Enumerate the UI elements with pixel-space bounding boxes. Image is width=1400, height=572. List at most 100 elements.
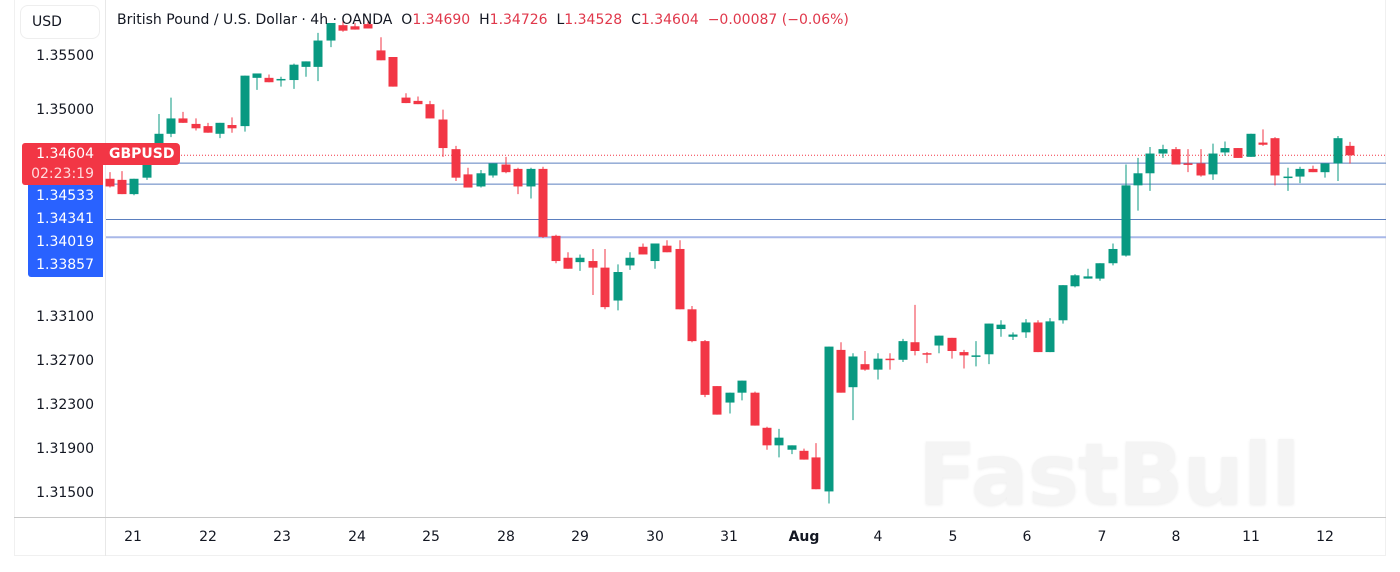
candle-down [959,352,969,356]
candle-down [388,57,398,87]
candle-up [1133,173,1143,186]
candle-down [638,246,648,255]
candle-down [811,457,821,490]
watermark-logo: FastBull [918,425,1301,525]
price-tick: 1.31900 [36,441,94,457]
candle-down [538,168,548,237]
candle-up [898,341,908,360]
time-tick: 8 [1171,529,1181,545]
candle-up [276,78,286,81]
time-tick: 30 [646,529,664,545]
candle-up [1108,248,1118,264]
candle-up [1220,148,1230,153]
candle-down [191,123,201,129]
candle-down [203,126,213,133]
candle-down [750,392,760,426]
level-tag: 1.34533 [28,185,103,208]
candle-up [301,61,311,67]
price-axis-separator [105,0,106,556]
candle-up [129,178,139,195]
currency-button[interactable]: USD [20,5,100,39]
candle-down [551,235,561,262]
candle-up [476,173,486,187]
close-value: 1.34604 [640,12,699,28]
time-tick: 21 [124,529,142,545]
candle-down [463,174,473,188]
candle-down [687,309,697,342]
candle-down [363,24,373,29]
symbol-legend: British Pound / U.S. Dollar · 4h · OANDA… [117,12,849,28]
candle-up [625,257,635,266]
candle-up [289,64,299,81]
candle-up [996,324,1006,330]
candle-down [910,342,920,351]
level-tag: 1.33857 [28,254,103,277]
time-tick-month: Aug [788,529,820,545]
time-tick: 11 [1242,529,1260,545]
candle-up [737,380,747,393]
candle-down [1258,142,1268,145]
candle-down [501,164,511,173]
candle-down [947,337,957,351]
candle-down [1270,138,1280,176]
candle-up [252,73,262,78]
current-price-tag: 1.34604 [22,143,103,164]
time-tick: 31 [720,529,738,545]
time-tick: 29 [571,529,589,545]
candle-up [1333,138,1343,164]
candle-up [613,272,623,301]
candle-down [1196,163,1206,176]
candle-down [401,97,411,104]
candle-up [1070,275,1080,287]
candle-up [650,243,660,262]
price-tick: 1.33100 [36,309,94,325]
candle-up [1283,176,1293,179]
symbol-title: British Pound / U.S. Dollar · 4h · OANDA [117,12,393,28]
candle-up [971,355,981,357]
candle-down [700,341,710,395]
candle-up [1145,153,1155,174]
candle-down [860,364,870,370]
candle-down [1308,168,1318,173]
change-value: −0.00087 (−0.06%) [707,12,849,28]
candle-down [338,25,348,31]
candle-down [563,257,573,269]
candle-up [1246,133,1256,157]
candle-up [166,118,176,134]
candle-down [438,119,448,149]
candle-up [873,358,883,370]
candle-down [885,358,895,361]
candle-up [1095,263,1105,279]
chart-frame [14,0,1386,556]
candle-down [117,179,127,195]
candle-down [762,427,772,446]
candle-down [712,386,722,415]
candle-down [513,168,523,187]
candle-down [588,261,598,268]
candle-up [1045,321,1055,353]
candle-down [799,450,809,460]
candle-up [1021,322,1031,333]
candle-down [376,50,386,61]
time-tick: 12 [1316,529,1334,545]
candle-up [1295,168,1305,177]
candle-up [824,346,834,492]
candle-down [600,267,610,308]
time-axis-separator [14,517,1386,518]
candle-down [1033,322,1043,353]
candle-down [1183,163,1193,165]
price-tick: 1.35500 [36,48,94,64]
candle-up [1320,163,1330,173]
candle-down [350,26,360,30]
candle-up [575,257,585,263]
candle-down [105,178,115,187]
candle-down [1171,149,1181,165]
candle-down [1345,145,1355,156]
candle-up [934,335,944,346]
time-tick: 22 [199,529,217,545]
open-value: 1.34690 [412,12,471,28]
high-value: 1.34726 [489,12,548,28]
candle-down [425,104,435,119]
time-tick: 4 [873,529,883,545]
